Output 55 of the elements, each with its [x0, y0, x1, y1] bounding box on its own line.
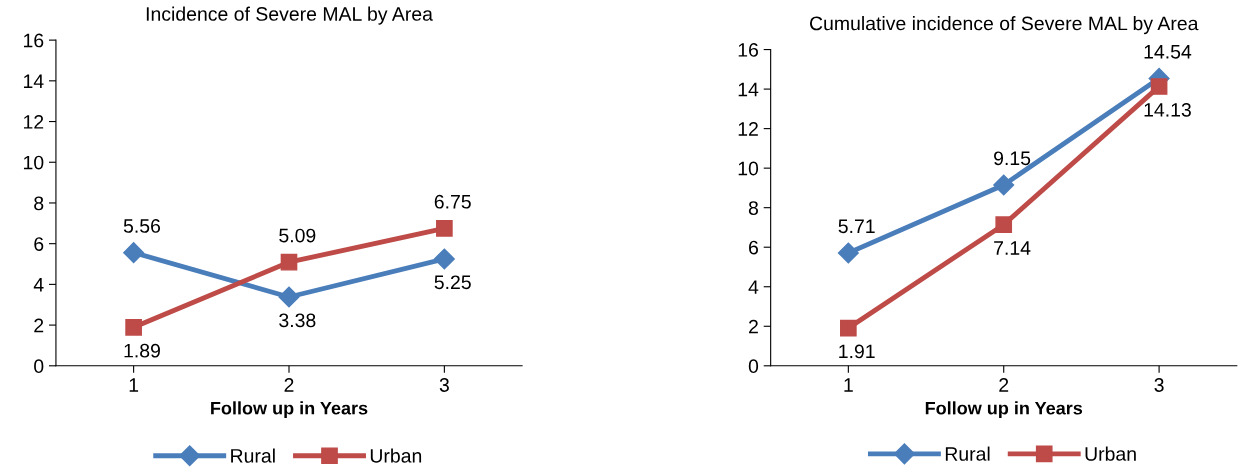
data-label: 1.91 [839, 344, 875, 359]
x-tick-label: 3 [1154, 378, 1164, 392]
x-axis-title: Follow up in Years [925, 401, 1083, 419]
x-axis-title: Follow up in Years [211, 401, 368, 419]
data-label: 5.09 [279, 228, 316, 243]
y-tick-label: 12 [738, 122, 758, 136]
point [1150, 78, 1168, 95]
legend-label: Rural [945, 446, 990, 461]
y-tick-label: 10 [23, 155, 44, 170]
legend-label: Urban [1085, 446, 1136, 461]
point [125, 318, 142, 336]
point [278, 286, 300, 308]
y-tick-label: 14 [23, 74, 44, 88]
chart-title: Incidence of Severe MAL by Area [146, 6, 433, 25]
y-tick-label: 2 [34, 318, 44, 333]
legend-label: Urban [370, 448, 422, 463]
y-tick-label: 2 [749, 319, 758, 334]
point [123, 242, 145, 264]
y-tick-label: 16 [738, 43, 758, 57]
data-label: 14.13 [1144, 102, 1191, 117]
y-tick-label: 0 [34, 359, 44, 374]
y-tick-label: 8 [748, 201, 759, 215]
point [436, 220, 453, 237]
y-tick-label: 6 [749, 240, 758, 255]
y-tick-label: 12 [23, 115, 44, 129]
data-label: 5.56 [123, 219, 161, 233]
point [840, 319, 857, 337]
data-label: 3.38 [279, 313, 316, 328]
x-tick-label: 2 [284, 378, 294, 392]
chart-title: Cumulative incidence of Severe MAL by Area [810, 16, 1199, 35]
y-tick-label: 8 [34, 196, 44, 211]
y-tick-label: 0 [748, 359, 759, 374]
legend-label: Rural [231, 448, 275, 463]
data-label: 14.54 [1144, 45, 1192, 59]
point [280, 253, 298, 271]
y-tick-label: 4 [748, 280, 759, 294]
data-label: 6.75 [434, 194, 471, 209]
point [837, 242, 859, 264]
y-tick-label: 4 [33, 278, 44, 292]
y-tick-label: 14 [738, 82, 759, 97]
y-tick-label: 16 [23, 33, 44, 48]
y-tick-label: 6 [34, 237, 44, 251]
point [993, 174, 1015, 196]
x-tick-label: 1 [844, 378, 853, 392]
data-label: 1.89 [124, 343, 160, 358]
y-tick-label: 10 [738, 161, 759, 176]
x-tick-label: 2 [999, 378, 1009, 392]
data-label: 7.14 [994, 241, 1031, 255]
data-label: 9.15 [994, 151, 1031, 166]
point [433, 248, 455, 270]
data-label: 5.25 [434, 275, 471, 290]
x-tick-label: 1 [129, 378, 139, 392]
data-label: 5.71 [838, 219, 875, 234]
x-tick-label: 3 [439, 378, 449, 392]
point [995, 216, 1013, 234]
